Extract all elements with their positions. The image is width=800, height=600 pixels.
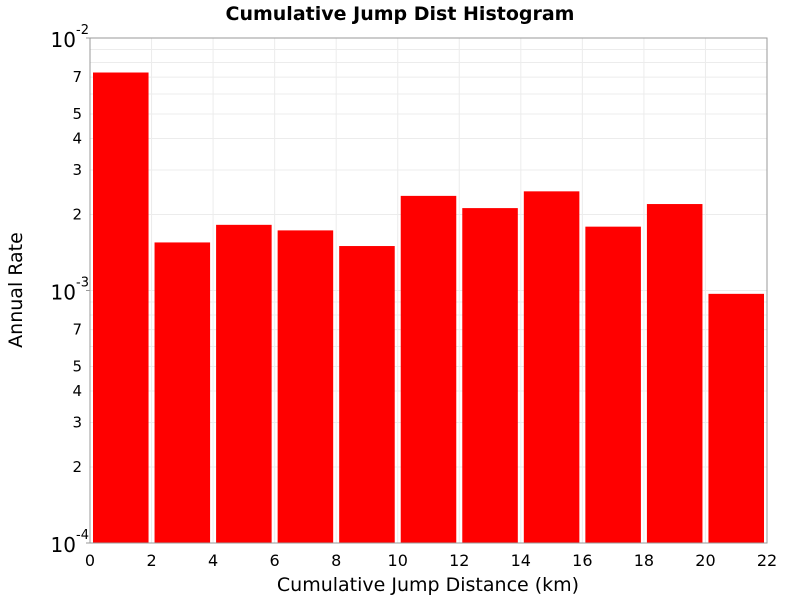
y-minor-tick-label: 7	[72, 321, 82, 339]
y-tick-exponent: -2	[76, 23, 89, 38]
x-tick-label: 2	[146, 551, 156, 570]
y-tick-exponent: -4	[76, 528, 89, 543]
y-minor-tick-label: 2	[72, 458, 82, 476]
x-tick-label: 6	[270, 551, 280, 570]
x-tick-label: 0	[85, 551, 95, 570]
bar	[523, 191, 580, 543]
y-tick-exponent: -3	[76, 276, 89, 291]
y-tick-base: 10	[51, 533, 76, 557]
x-tick-label: 16	[572, 551, 592, 570]
y-major-tick-label: 10 -2	[51, 23, 89, 52]
bars	[93, 72, 764, 543]
y-minor-tick-label: 2	[72, 205, 82, 223]
bar	[585, 226, 641, 543]
x-tick-label: 20	[695, 551, 715, 570]
bar	[646, 204, 703, 543]
y-major-tick-label: 10 -4	[51, 528, 89, 557]
bar	[216, 224, 272, 543]
y-axis-label: Annual Rate	[5, 232, 27, 348]
x-tick-label: 12	[449, 551, 469, 570]
x-axis-ticks: 0 2 4 6 8 10 12 14 16 18 20 22	[85, 551, 777, 570]
y-minor-tick-label: 4	[72, 129, 82, 147]
y-tick-base: 10	[51, 28, 76, 52]
bar	[462, 208, 518, 543]
y-minor-tick-label: 5	[72, 105, 82, 123]
bar	[708, 293, 764, 543]
y-minor-tick-label: 4	[72, 382, 82, 400]
y-major-tick-label: 10 -3	[51, 276, 89, 305]
bar	[339, 246, 395, 543]
x-tick-label: 14	[511, 551, 531, 570]
x-tick-label: 18	[634, 551, 654, 570]
x-tick-label: 4	[208, 551, 218, 570]
y-minor-tick-label: 5	[72, 358, 82, 376]
bar	[93, 72, 149, 543]
x-tick-label: 10	[388, 551, 408, 570]
x-tick-label: 8	[331, 551, 341, 570]
x-tick-label: 22	[757, 551, 777, 570]
bar	[277, 230, 334, 543]
y-tick-base: 10	[51, 281, 76, 305]
bar	[400, 195, 457, 543]
y-minor-tick-label: 7	[72, 68, 82, 86]
y-minor-tick-label: 3	[72, 161, 82, 179]
x-axis-label: Cumulative Jump Distance (km)	[277, 574, 579, 596]
y-minor-tick-label: 3	[72, 414, 82, 432]
bar	[154, 242, 211, 543]
chart-title: Cumulative Jump Dist Histogram	[226, 3, 575, 25]
